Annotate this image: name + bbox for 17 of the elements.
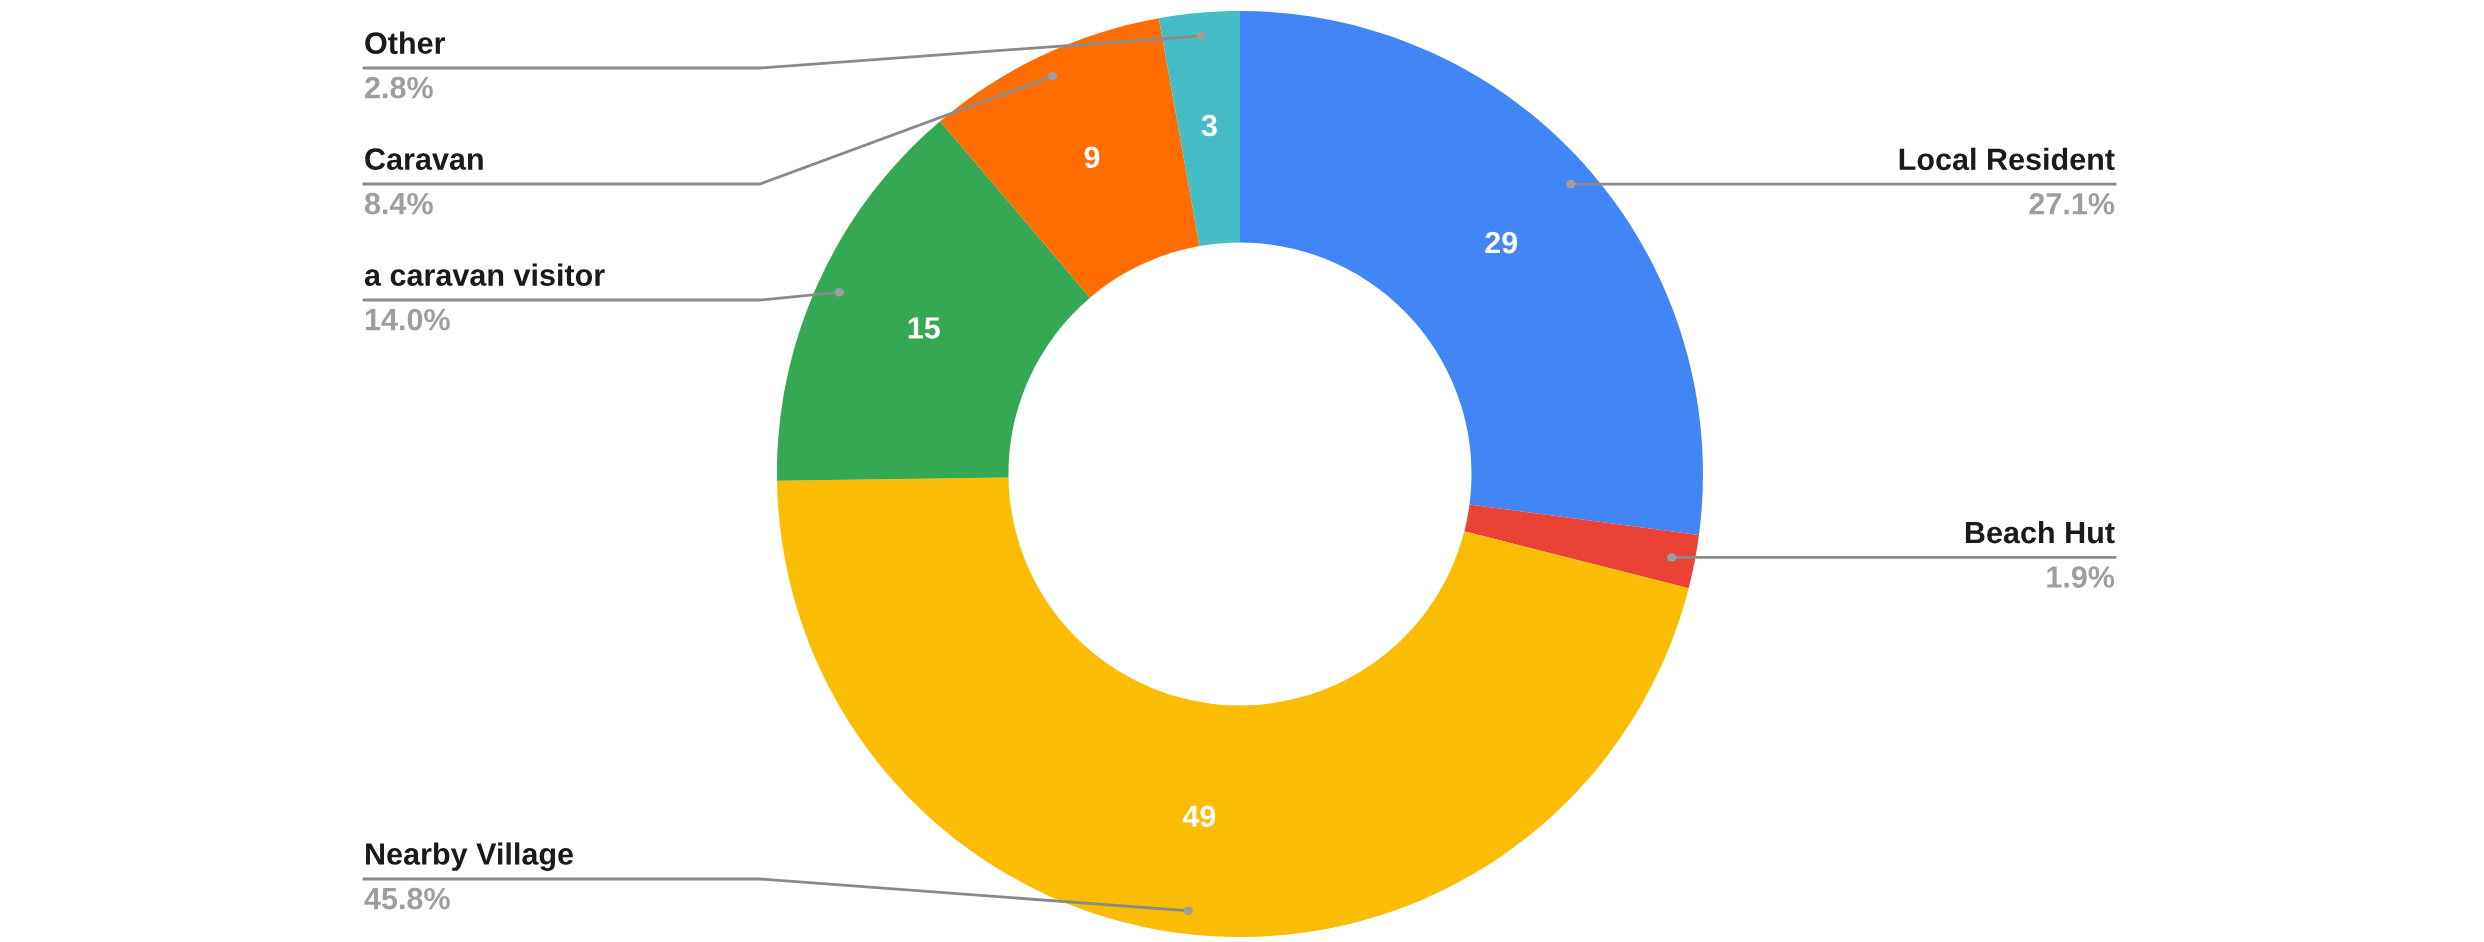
text: 1.9%: [2047, 566, 2115, 588]
text: 2.8%: [365, 76, 433, 99]
slice-label: Local Resident: [1899, 147, 2115, 171]
data-label: 15: [908, 317, 940, 339]
slice-label: Nearby Village: [366, 842, 574, 871]
data-label: 3: [1201, 114, 1217, 137]
data-label: 9: [1084, 146, 1100, 169]
data-label: 29: [1485, 231, 1518, 254]
text: 8.4%: [364, 192, 433, 215]
text: 14.0%: [365, 308, 450, 331]
slice-label: a caravan visitor: [364, 263, 605, 286]
slice-label: Other: [365, 31, 446, 54]
slice-label: Caravan: [365, 148, 483, 170]
data-label: 49: [1182, 805, 1216, 828]
text: 45.8%: [364, 887, 450, 910]
slice-label: Beach Hut: [1965, 520, 2115, 544]
text: 27.1%: [2029, 193, 2115, 215]
